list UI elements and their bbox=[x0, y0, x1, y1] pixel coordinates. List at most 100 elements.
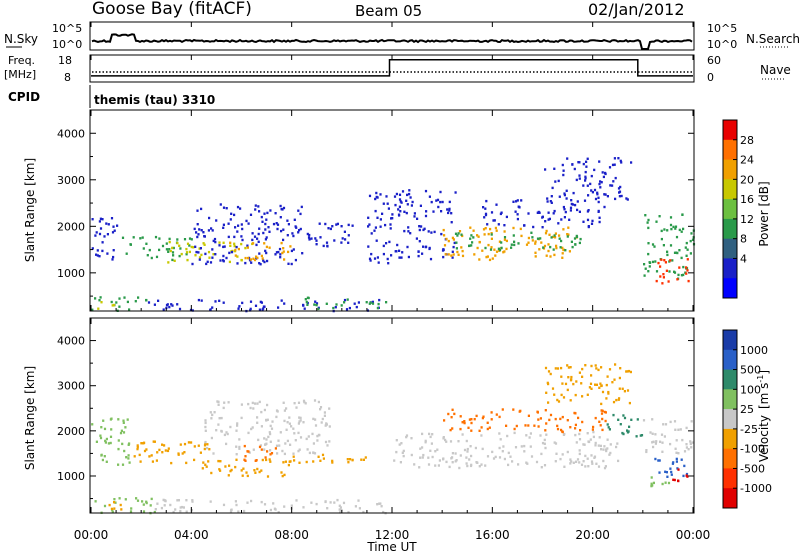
range-cell bbox=[113, 229, 116, 232]
range-cell bbox=[603, 193, 606, 196]
range-cell bbox=[188, 237, 192, 240]
range-cell bbox=[269, 424, 272, 428]
range-cell bbox=[458, 230, 462, 233]
range-cell bbox=[235, 245, 238, 249]
range-cell bbox=[315, 243, 318, 246]
range-cell bbox=[247, 222, 250, 225]
colorbar-swatch bbox=[723, 409, 737, 430]
range-cell bbox=[527, 236, 530, 240]
range-cell bbox=[428, 432, 431, 436]
range-cell bbox=[357, 301, 360, 304]
range-cell bbox=[604, 465, 607, 468]
range-cell bbox=[512, 408, 515, 411]
range-cell bbox=[663, 259, 666, 262]
range-cell bbox=[254, 471, 257, 474]
range-cell bbox=[240, 242, 243, 246]
range-cell bbox=[253, 235, 257, 238]
range-cell bbox=[247, 431, 250, 435]
range-cell bbox=[664, 470, 667, 473]
range-cell bbox=[607, 390, 610, 394]
range-cell bbox=[229, 425, 232, 429]
range-cell bbox=[171, 251, 175, 254]
range-cell bbox=[263, 503, 267, 506]
range-cell bbox=[440, 210, 443, 213]
range-cell bbox=[265, 442, 268, 445]
range-cell bbox=[686, 248, 689, 251]
range-cell bbox=[165, 304, 169, 307]
range-cell bbox=[183, 238, 187, 241]
range-cell bbox=[481, 447, 484, 451]
range-cell bbox=[244, 455, 247, 458]
range-cell bbox=[592, 430, 595, 434]
range-cell bbox=[150, 497, 153, 501]
velocity-colorbar-label: Velocity[m s-1] bbox=[756, 370, 771, 462]
colorbar-tick-label: -25 bbox=[740, 423, 758, 436]
range-cell bbox=[407, 255, 410, 259]
range-cell bbox=[204, 440, 207, 444]
range-cell bbox=[196, 209, 199, 212]
range-cell bbox=[279, 204, 282, 208]
scatter-region-7 bbox=[191, 203, 304, 266]
range-cell bbox=[193, 227, 196, 231]
power-colorbar-label: Power [dB] bbox=[757, 181, 771, 246]
range-cell bbox=[395, 450, 398, 454]
range-cell bbox=[323, 411, 326, 414]
range-cell bbox=[241, 301, 244, 305]
range-cell bbox=[264, 228, 267, 231]
range-cell bbox=[458, 466, 461, 470]
range-cell bbox=[655, 220, 658, 223]
range-cell bbox=[287, 463, 290, 467]
range-cell bbox=[485, 255, 488, 259]
range-cell bbox=[142, 247, 145, 250]
range-cell bbox=[429, 435, 432, 439]
range-cell bbox=[609, 184, 612, 187]
range-cell bbox=[480, 463, 483, 466]
range-cell bbox=[252, 257, 255, 260]
range-cell bbox=[373, 257, 377, 260]
range-cell bbox=[118, 305, 121, 308]
range-cell bbox=[604, 419, 607, 423]
range-cell bbox=[606, 375, 609, 378]
range-cell bbox=[198, 256, 202, 259]
range-cell bbox=[553, 234, 556, 237]
range-cell bbox=[606, 423, 609, 426]
range-cell bbox=[249, 258, 252, 261]
range-cell bbox=[552, 212, 555, 215]
range-cell bbox=[150, 256, 153, 260]
colorbar-tick-label: -100 bbox=[740, 443, 765, 456]
range-cell bbox=[390, 254, 393, 257]
range-cell bbox=[578, 461, 581, 464]
range-cell bbox=[484, 227, 487, 230]
range-cell bbox=[595, 462, 598, 465]
range-cell bbox=[236, 255, 239, 258]
range-cell bbox=[659, 275, 662, 278]
range-cell bbox=[572, 382, 575, 386]
range-cell bbox=[569, 379, 573, 382]
range-cell bbox=[235, 503, 238, 507]
range-cell bbox=[450, 254, 453, 257]
range-cell bbox=[219, 460, 222, 463]
range-cell bbox=[663, 228, 666, 231]
range-cell bbox=[525, 243, 529, 246]
range-cell bbox=[689, 239, 692, 243]
range-cell bbox=[575, 460, 578, 463]
range-cell bbox=[172, 254, 175, 257]
range-cell bbox=[594, 416, 597, 420]
range-cell bbox=[306, 303, 309, 306]
range-cell bbox=[298, 416, 301, 419]
range-cell bbox=[650, 476, 653, 479]
range-cell bbox=[618, 376, 621, 380]
plot-title: Goose Bay (fitACF) bbox=[92, 0, 252, 19]
range-cell bbox=[587, 465, 590, 468]
range-cell bbox=[448, 209, 451, 212]
range-cell bbox=[590, 454, 593, 457]
range-cell bbox=[554, 232, 557, 235]
range-cell bbox=[258, 445, 262, 449]
range-cell bbox=[347, 241, 350, 244]
range-cell bbox=[266, 475, 270, 478]
range-cell bbox=[286, 234, 289, 237]
range-cell bbox=[682, 474, 685, 478]
range-cell bbox=[453, 241, 456, 245]
range-cell bbox=[651, 441, 654, 444]
range-cell bbox=[563, 208, 566, 211]
